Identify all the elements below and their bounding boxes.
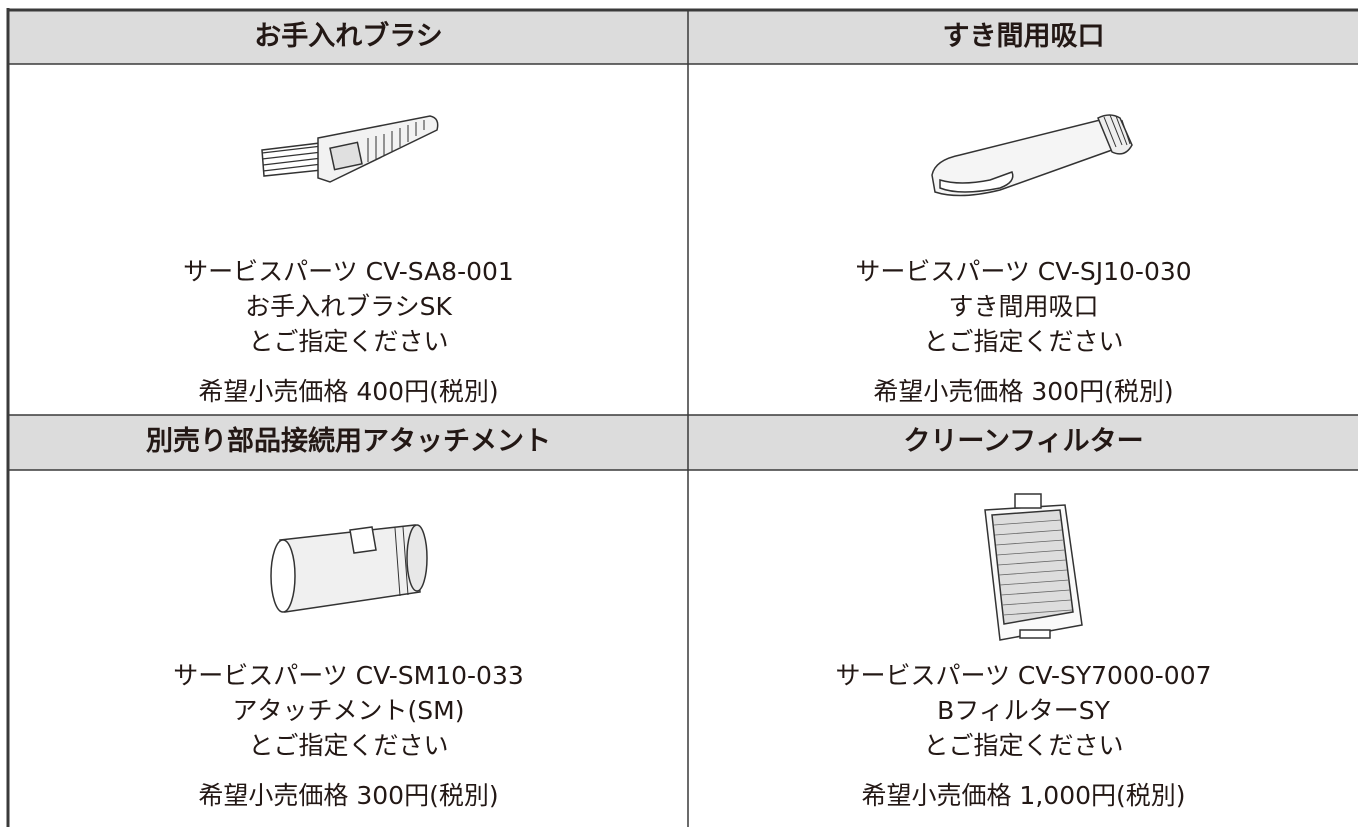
part-line: サービスパーツ CV-SM10-033 (173, 661, 524, 690)
part-line: とご指定ください (923, 731, 1124, 760)
nozzle-illustration (931, 114, 1133, 197)
borders (6, 8, 1358, 827)
attachment-illustration (270, 524, 428, 613)
part-line: サービスパーツ CV-SY7000-007 (835, 661, 1212, 690)
part-line: すき間用吸口 (948, 292, 1099, 321)
price: 希望小売価格 300円(税別) (873, 377, 1174, 406)
cell-title: 別売り部品接続用アタッチメント (146, 426, 551, 457)
part-line: BフィルターSY (937, 696, 1110, 725)
part-line: アタッチメント(SM) (232, 696, 465, 725)
part-line: お手入れブラシSK (245, 292, 452, 321)
part-line: サービスパーツ CV-SJ10-030 (855, 257, 1192, 286)
part-line: サービスパーツ CV-SA8-001 (183, 257, 514, 286)
cell-title: クリーンフィルター (903, 426, 1144, 457)
brush-illustration (261, 115, 439, 183)
cell-title: すき間用吸口 (942, 21, 1105, 52)
part-line: とご指定ください (248, 327, 449, 356)
price: 希望小売価格 300円(税別) (198, 781, 499, 810)
cell-title: お手入れブラシ (254, 21, 443, 52)
price: 希望小売価格 1,000円(税別) (861, 781, 1186, 810)
part-line: とご指定ください (923, 327, 1124, 356)
part-line: とご指定ください (248, 731, 449, 760)
header-bg (9, 10, 1358, 64)
filter-illustration (984, 493, 1083, 641)
header-bg (9, 415, 1358, 470)
price: 希望小売価格 400円(税別) (198, 377, 499, 406)
